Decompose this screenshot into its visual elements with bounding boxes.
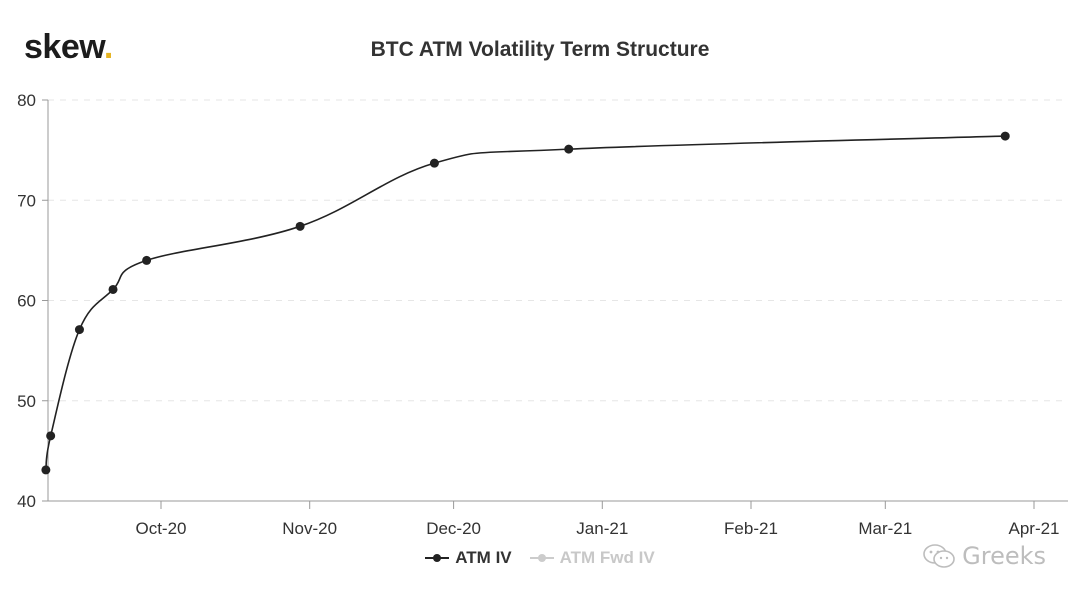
data-point[interactable] xyxy=(1000,131,1010,141)
y-tick-label: 60 xyxy=(17,292,36,311)
x-tick-label: Dec-20 xyxy=(426,519,481,538)
data-point[interactable] xyxy=(295,221,305,231)
data-point[interactable] xyxy=(429,158,439,168)
brand-dot: . xyxy=(103,28,113,66)
watermark: Greeks xyxy=(922,542,1046,570)
data-point[interactable] xyxy=(46,431,56,441)
y-tick-label: 80 xyxy=(17,91,36,110)
chart-title: BTC ATM Volatility Term Structure xyxy=(370,38,710,61)
legend: ATM IV ATM Fwd IV xyxy=(0,548,1080,568)
data-point[interactable] xyxy=(41,465,51,475)
x-tick-label: Apr-21 xyxy=(1008,519,1059,538)
x-tick-label: Jan-21 xyxy=(576,519,628,538)
brand-name: skew xyxy=(24,28,104,66)
x-tick-label: Mar-21 xyxy=(858,519,912,538)
data-point[interactable] xyxy=(564,144,574,154)
series-line-atm-iv xyxy=(45,135,1006,471)
watermark-text: Greeks xyxy=(962,542,1046,570)
x-tick-label: Oct-20 xyxy=(135,519,186,538)
y-tick-label: 70 xyxy=(17,191,36,210)
skew-logo: skew. xyxy=(24,28,113,67)
y-tick-label: 40 xyxy=(17,492,36,511)
wechat-icon xyxy=(923,544,955,568)
data-point[interactable] xyxy=(74,325,84,335)
legend-label-atm-iv: ATM IV xyxy=(455,548,512,567)
legend-marker-atm-fwd-iv xyxy=(529,554,554,562)
legend-item-atm-fwd-iv[interactable]: ATM Fwd IV xyxy=(529,548,655,568)
x-tick-label: Nov-20 xyxy=(282,519,337,538)
y-tick-label: 50 xyxy=(17,392,36,411)
data-point[interactable] xyxy=(142,255,152,265)
data-point[interactable] xyxy=(108,284,118,294)
legend-marker-atm-iv xyxy=(425,554,450,562)
x-tick-label: Feb-21 xyxy=(724,519,778,538)
legend-item-atm-iv[interactable]: ATM IV xyxy=(425,548,512,568)
legend-label-atm-fwd-iv: ATM Fwd IV xyxy=(559,548,655,567)
